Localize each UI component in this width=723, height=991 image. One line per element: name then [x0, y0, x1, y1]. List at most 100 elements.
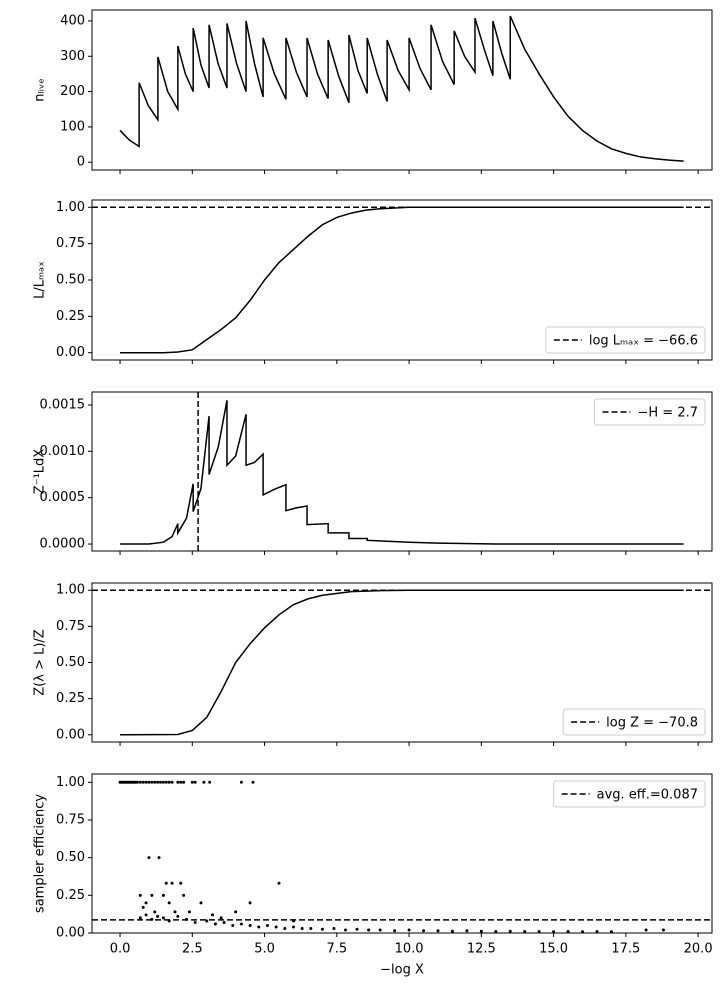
x-tick-label: 20.0 [684, 942, 713, 957]
legend-label: −H = 2.7 [638, 406, 699, 421]
y-axis-label: nₗᵢᵥₑ [33, 78, 48, 102]
data-point [179, 881, 183, 885]
data-point [251, 780, 255, 784]
y-tick-label: 0.75 [56, 812, 85, 827]
data-point [138, 780, 142, 784]
data-point [153, 910, 157, 914]
data-point [291, 919, 295, 923]
data-point [157, 856, 161, 860]
data-point [257, 925, 261, 929]
y-tick-label: 200 [60, 84, 85, 99]
data-point [265, 923, 269, 927]
data-point [156, 780, 160, 784]
subplot: 0.00 0.25 0.50 0.75 1.00 L/Lₘₐₓ log Lₘₐₓ = −66… [33, 199, 713, 364]
axes-frame [91, 773, 713, 934]
data-point [450, 929, 454, 933]
data-line [120, 400, 684, 545]
y-tick-label: 400 [60, 13, 85, 28]
data-point [300, 926, 304, 930]
x-tick-label: 17.5 [611, 942, 640, 957]
y-tick-label: 0 [77, 155, 85, 170]
data-point [187, 910, 191, 914]
data-point [407, 928, 411, 932]
x-tick-label: 5.0 [254, 942, 275, 957]
data-point [332, 926, 336, 930]
legend-label: log Lₘₐₓ = −66.6 [589, 334, 698, 349]
y-axis-label: L/Lₘₐₓ [33, 261, 48, 299]
axes-frame [91, 9, 713, 171]
data-point [161, 893, 165, 897]
data-point [164, 780, 168, 784]
y-tick-label: 0.0010 [40, 444, 86, 459]
data-point [277, 881, 281, 885]
data-point [393, 929, 397, 933]
legend-label: avg. eff.=0.087 [597, 788, 698, 803]
data-point [274, 925, 278, 929]
data-point [566, 929, 570, 933]
subplot: 0.00 0.25 0.50 0.75 1.00 0.0 2.5 5.0 7.5 10.0 12.5… [33, 773, 713, 978]
y-tick-label: 300 [60, 49, 85, 64]
data-point [193, 780, 197, 784]
y-tick-label: 0.0015 [40, 397, 86, 412]
plot-area [120, 392, 684, 551]
data-point [248, 901, 252, 905]
data-point [164, 881, 168, 885]
data-point [239, 780, 243, 784]
data-point [595, 929, 599, 933]
data-point [465, 929, 469, 933]
data-point [581, 930, 585, 933]
data-point [138, 893, 142, 897]
data-point [479, 929, 483, 933]
data-point [422, 929, 426, 933]
data-line [119, 15, 684, 162]
data-point [170, 881, 174, 885]
x-tick-label: 7.5 [326, 942, 347, 957]
legend: −H = 2.7 [594, 398, 706, 426]
data-point [320, 927, 324, 931]
y-tick-label: 0.75 [56, 619, 85, 634]
legend-box [553, 780, 706, 808]
data-point [156, 914, 160, 918]
data-point [170, 780, 174, 784]
y-tick-label: 0.25 [56, 309, 85, 324]
x-axis-label: −log X [380, 963, 424, 978]
data-point [523, 929, 527, 933]
data-point [644, 928, 648, 932]
x-tick-label: 0.0 [110, 942, 131, 957]
data-point [144, 913, 148, 917]
x-tick-label: 2.5 [182, 942, 203, 957]
data-point [179, 780, 183, 784]
data-point [199, 901, 203, 905]
data-point [147, 856, 151, 860]
data-point [378, 928, 382, 932]
x-tick-label: 12.5 [467, 942, 496, 957]
data-point [508, 929, 512, 933]
data-point [219, 916, 223, 920]
plot-area [119, 15, 684, 162]
y-tick-label: 0.50 [56, 850, 85, 865]
data-point [182, 893, 186, 897]
y-tick-label: 1.00 [56, 200, 85, 215]
data-point [205, 919, 209, 923]
legend-box [594, 398, 706, 426]
x-tick-label: 15.0 [539, 942, 568, 957]
axes-frame [91, 199, 713, 361]
data-point [176, 914, 180, 918]
y-tick-label: 0.00 [56, 727, 85, 742]
data-point [343, 928, 347, 932]
data-point [144, 901, 148, 905]
legend: avg. eff.=0.087 [553, 780, 706, 808]
data-point [234, 910, 238, 914]
y-tick-label: 0.50 [56, 273, 85, 288]
data-point [161, 916, 165, 920]
data-point [222, 920, 226, 924]
legend: log Z = −70.8 [562, 708, 706, 736]
plot-area [92, 589, 712, 736]
data-point [176, 780, 180, 784]
data-point [193, 920, 197, 924]
data-point [494, 929, 498, 933]
data-point [173, 910, 177, 914]
data-point [609, 930, 613, 933]
y-tick-label: 0.00 [56, 926, 85, 941]
